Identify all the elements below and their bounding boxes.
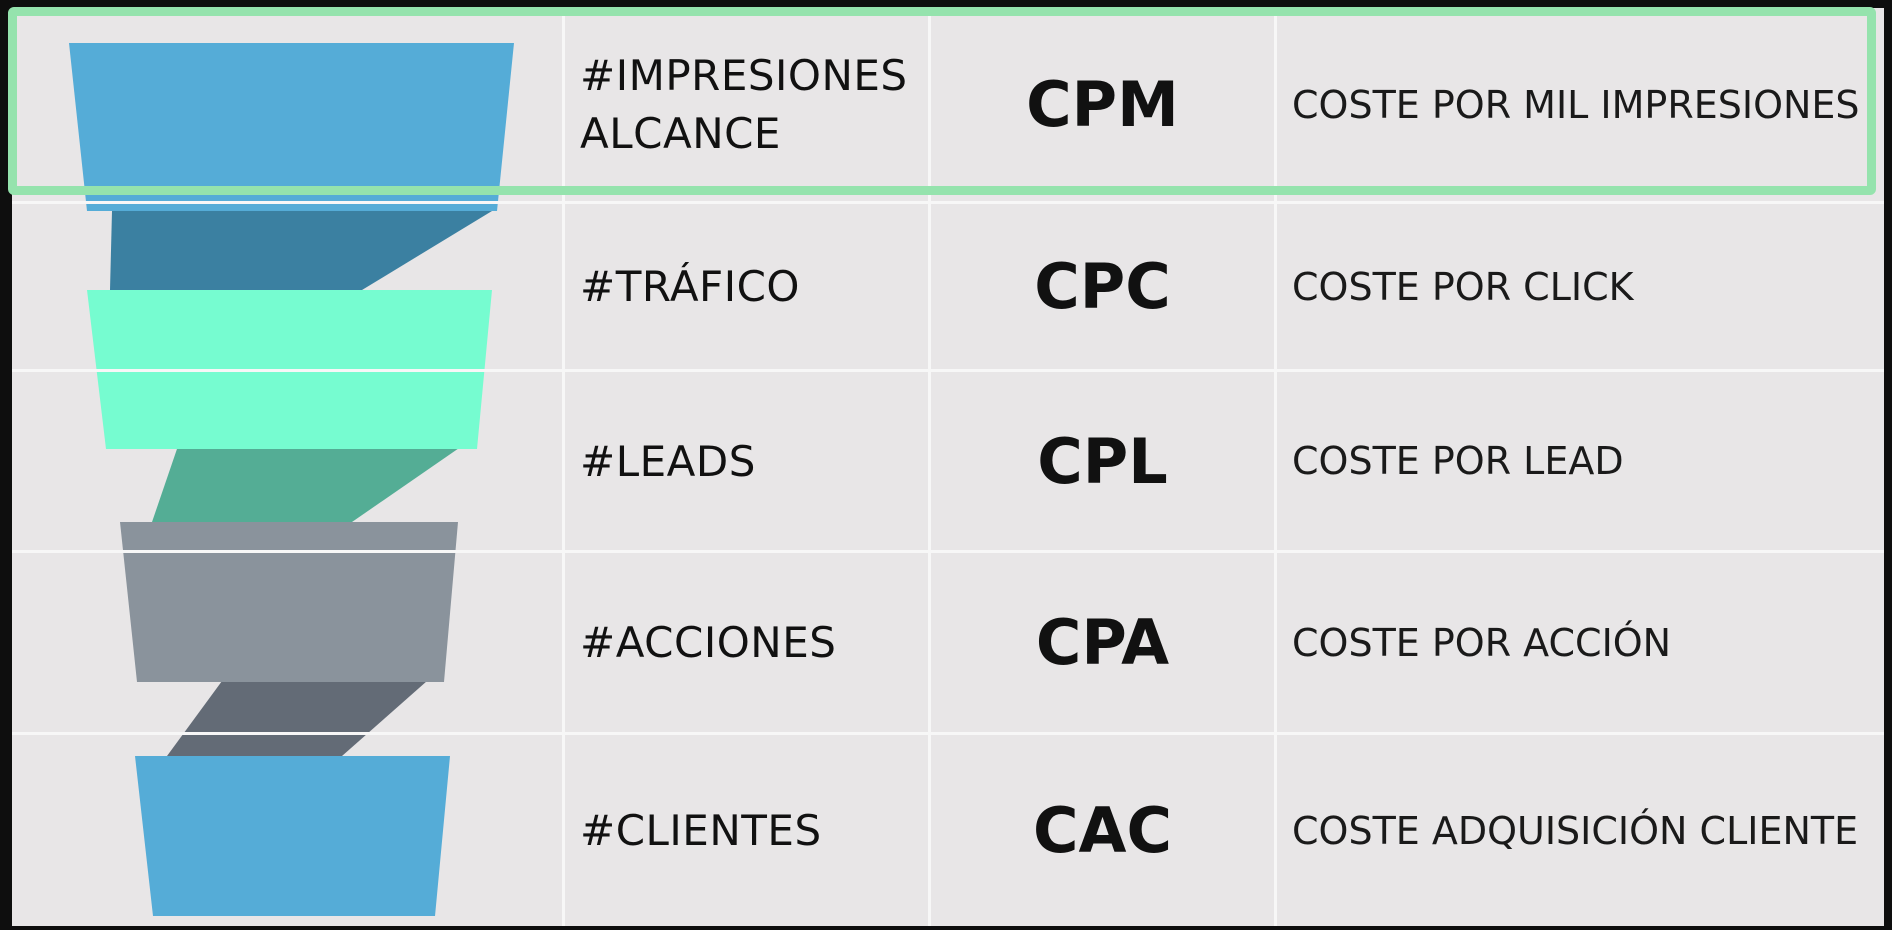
row-divider [12, 732, 1884, 735]
desc-cpa: COSTE POR ACCIÓN [1292, 620, 1672, 665]
metric-clientes: #CLIENTES [580, 806, 822, 855]
row-divider [12, 550, 1884, 553]
abbr-cac: CAC [1033, 794, 1172, 867]
abbr-cpl: CPL [1037, 424, 1168, 498]
funnel-graphic [69, 43, 514, 916]
funnel-connector-2 [152, 446, 462, 522]
highlighted-row-frame [8, 7, 1876, 195]
funnel-segment-1 [69, 43, 514, 211]
metric-label-line: #IMPRESIONES [580, 50, 908, 100]
metric-label-line: ALCANCE [580, 108, 781, 158]
abbr-cpa: CPA [1035, 606, 1170, 679]
column-divider [1274, 8, 1277, 926]
metric-cell-impresiones: #IMPRESIONES ALCANCE [580, 8, 908, 201]
desc-cpm: COSTE POR MIL IMPRESIONES [1292, 82, 1860, 127]
row-divider [12, 369, 1884, 372]
column-divider [562, 8, 565, 926]
desc-cpl: COSTE POR LEAD [1292, 439, 1624, 483]
metric-leads: #LEADS [580, 436, 756, 486]
funnel-connector-3 [167, 681, 427, 756]
abbr-cpc: CPC [1034, 250, 1171, 323]
funnel-metrics-table: #IMPRESIONES ALCANCE CPM COSTE POR MIL I… [12, 8, 1884, 926]
funnel-segment-4 [135, 756, 450, 916]
funnel-connector-1 [110, 211, 492, 290]
funnel-segment-3 [120, 522, 458, 682]
metric-acciones: #ACCIONES [580, 618, 837, 667]
column-divider [928, 8, 931, 926]
desc-cpc: COSTE POR CLICK [1292, 264, 1634, 309]
row-divider [12, 201, 1884, 204]
desc-cac: COSTE ADQUISICIÓN CLIENTE [1292, 808, 1859, 853]
abbr-cpm: CPM [1026, 68, 1179, 141]
metric-trafico: #TRÁFICO [580, 262, 800, 311]
